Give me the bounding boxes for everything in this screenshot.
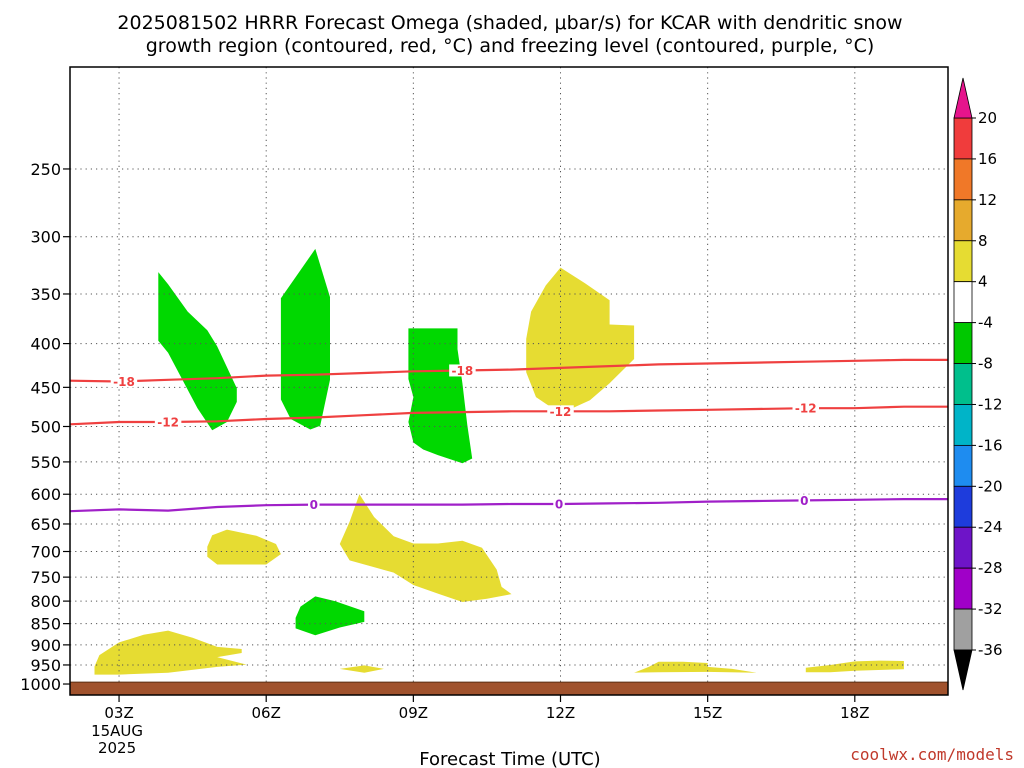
surface-ground: [70, 681, 948, 695]
chart-title-line-2: growth region (contoured, red, °C) and f…: [146, 35, 875, 57]
contour-label-bg-0-1: [308, 498, 320, 511]
colorbar-tick-label-1: 20: [978, 109, 997, 127]
ytick-label-550: 550: [30, 453, 61, 472]
ytick-label-1000: 1000: [20, 675, 61, 694]
colorbar-bin-11: [953, 526, 973, 569]
ytick-label-600: 600: [30, 485, 61, 504]
contour-label--18-1: -18: [113, 375, 135, 389]
omega-region-10: [634, 661, 757, 673]
xtick-label-06Z: 06Z: [252, 704, 281, 722]
surface-ground-fill: [70, 682, 948, 695]
omega-region-7: [339, 494, 512, 602]
colorbar-tick-label-9: -16: [978, 436, 1003, 454]
y-axis: 250 300 350 400 450 500 550 600 650 700 750 800 850 9…: [20, 160, 70, 694]
colorbar-tick-label-3: 12: [978, 191, 997, 209]
colorbar-bin-9: [953, 444, 973, 487]
colorbar-bin-8: [953, 404, 973, 446]
contour-label-bg-0-3: [798, 494, 811, 507]
colorbar-tick-label-6: -4: [978, 314, 993, 332]
contour-label--18-2: -18: [452, 364, 474, 378]
xtick-label-18Z: 18Z: [840, 704, 869, 722]
colorbar-bin-6: [953, 322, 973, 364]
colorbar-tick-label-14: -36: [978, 641, 1003, 659]
omega-region-9: [339, 665, 384, 673]
contour-label-bg--12-2: [547, 405, 574, 418]
omega-region-11: [805, 660, 904, 673]
contour-label-0-2: 0: [555, 498, 563, 512]
colorbar-tick-label-8: -12: [978, 395, 1003, 413]
colorbar-bin-12: [953, 567, 973, 610]
omega-region-3: [408, 328, 473, 464]
ytick-label-250: 250: [30, 160, 61, 179]
colorbar-bin-2: [953, 158, 973, 201]
contour-label-0-1: 0: [310, 498, 318, 512]
contour-label-bg--12-3: [792, 402, 820, 415]
ytick-label-350: 350: [30, 285, 61, 304]
colorbar-tick-label-10: -20: [978, 477, 1003, 495]
contour-label-bg--18-2: [449, 364, 476, 377]
ytick-label-300: 300: [30, 228, 61, 247]
chart-title-line-1: 2025081502 HRRR Forecast Omega (shaded, …: [117, 12, 902, 34]
xtick-label-15Z: 15Z: [693, 704, 722, 722]
colorbar-bin-4: [953, 240, 973, 283]
colorbar-bin-7: [953, 363, 973, 405]
omega-region-8: [94, 630, 247, 675]
contour-label-bg--12-1: [154, 416, 182, 429]
colorbar-tick-label-13: -32: [978, 600, 1003, 618]
xtick-sublabel-03Z-1: 15AUG: [91, 722, 143, 740]
contour-label-bg-0-2: [553, 498, 565, 511]
colorbar-bin-5: [953, 281, 973, 324]
colorbar-tick-label-4: 8: [978, 232, 988, 250]
omega-region-1: [158, 272, 237, 431]
x-axis-label: Forecast Time (UTC): [419, 749, 600, 768]
colorbar-top-arrow: [953, 77, 973, 119]
ytick-label-850: 850: [30, 615, 61, 634]
ytick-label-750: 750: [30, 568, 61, 587]
ytick-label-900: 900: [30, 636, 61, 655]
gridlines: [70, 67, 948, 695]
colorbar-bin-10: [953, 485, 973, 528]
colorbar: 20 16 12 8 4 -4 -8 -12 -16 -20 -24 -28 -32 -36: [953, 77, 1003, 691]
omega-region-4: [295, 596, 365, 636]
ytick-label-950: 950: [30, 656, 61, 675]
ytick-label-650: 650: [30, 515, 61, 534]
xtick-label-12Z: 12Z: [546, 704, 575, 722]
contour-label--12-2: -12: [550, 405, 572, 419]
xtick-label-09Z: 09Z: [399, 704, 428, 722]
contour-label--12-1: -12: [157, 416, 179, 430]
contour-label-0-3: 0: [800, 494, 808, 508]
omega-region-6: [207, 529, 281, 565]
contour-label--12-3: -12: [795, 402, 817, 416]
plot-frame: [69, 66, 949, 696]
colorbar-bin-13: [953, 608, 973, 651]
ytick-label-700: 700: [30, 543, 61, 562]
colorbar-bin-3: [953, 199, 973, 242]
omega-region-5: [526, 267, 635, 414]
colorbar-tick-label-7: -8: [978, 355, 993, 373]
ytick-label-400: 400: [30, 335, 61, 354]
colorbar-tick-label-5: 4: [978, 273, 988, 291]
colorbar-tick-label-12: -28: [978, 559, 1003, 577]
omega-region-2: [280, 248, 330, 430]
ytick-label-450: 450: [30, 378, 61, 397]
colorbar-tick-label-11: -24: [978, 518, 1003, 536]
ytick-label-500: 500: [30, 417, 61, 436]
contour-lines: -18 -18 -12 -12 -12 0 0 0: [70, 358, 948, 513]
contour-label-bg--18-1: [110, 375, 138, 388]
contour-0: [70, 498, 948, 513]
source-credit[interactable]: coolwx.com/models: [850, 745, 1014, 764]
xtick-label-03Z: 03Z: [104, 704, 133, 722]
colorbar-tick-label-2: 16: [978, 150, 997, 168]
colorbar-bin-1: [953, 117, 973, 160]
plot-area: [94, 248, 904, 675]
ytick-label-800: 800: [30, 592, 61, 611]
xtick-sublabel-03Z-2: 2025: [98, 739, 136, 757]
contour--18: [70, 358, 948, 383]
colorbar-bottom-arrow: [953, 649, 973, 691]
